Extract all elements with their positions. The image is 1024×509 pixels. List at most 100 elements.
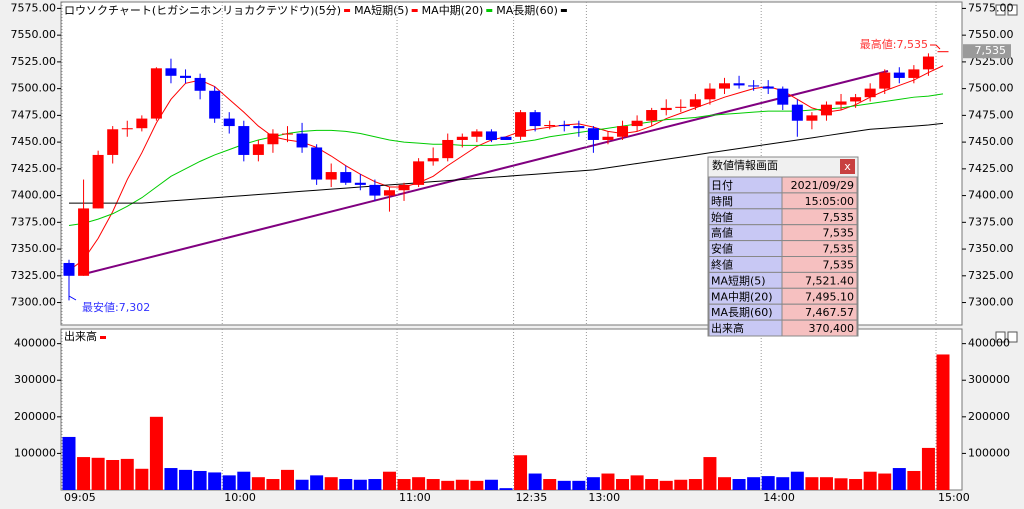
volume-bar xyxy=(426,479,440,490)
volume-bar xyxy=(193,470,207,490)
candle-body xyxy=(282,133,293,135)
volume-bar xyxy=(164,468,178,490)
y-tick-label: 7525.00 xyxy=(11,55,57,68)
x-tick-label: 10:00 xyxy=(224,491,256,504)
candle-body xyxy=(689,99,701,107)
volume-bar xyxy=(237,471,251,490)
candle-body xyxy=(311,147,323,180)
button[interactable] xyxy=(995,4,1006,16)
x-tick-label: 15:00 xyxy=(938,491,970,504)
volume-bar xyxy=(776,477,790,490)
candle-body xyxy=(296,133,308,148)
y-tick-label: 7475.00 xyxy=(11,108,57,121)
y-tick-label: 7500.00 xyxy=(11,82,57,95)
volume-bar xyxy=(659,480,673,490)
candle-body xyxy=(544,124,556,127)
info-label: 日付 xyxy=(711,179,733,192)
button[interactable] xyxy=(1007,331,1018,343)
candle-body xyxy=(864,88,876,98)
candle-body xyxy=(646,110,658,121)
volume-bar xyxy=(324,477,338,490)
candle-body xyxy=(631,120,643,127)
volume-bar xyxy=(368,479,382,490)
y2-tick-label: 7375.00 xyxy=(968,215,1014,228)
info-value: 370,400 xyxy=(809,322,855,335)
info-label: 時間 xyxy=(711,195,733,208)
volume-bar xyxy=(484,479,498,490)
button[interactable] xyxy=(995,331,1006,343)
candle-body xyxy=(515,112,527,137)
close-label[interactable]: x xyxy=(844,160,851,173)
y2-tick-label: 300000 xyxy=(968,373,1010,386)
volume-bar xyxy=(514,455,528,490)
y-tick-label: 200000 xyxy=(14,410,56,423)
candle-body xyxy=(777,88,789,105)
y2-tick-label: 7475.00 xyxy=(968,108,1014,121)
info-label: 高値 xyxy=(711,226,733,240)
y2-tick-label: 200000 xyxy=(968,410,1010,423)
legend-marker xyxy=(100,336,106,339)
volume-bar xyxy=(397,479,411,490)
candle-body xyxy=(383,190,395,196)
info-value-cell xyxy=(781,319,858,337)
volume-bar xyxy=(790,471,804,490)
candle-body xyxy=(442,139,454,159)
volume-bar xyxy=(455,479,469,490)
close-button[interactable] xyxy=(840,159,855,174)
volume-bar xyxy=(921,447,935,490)
candle-body xyxy=(850,97,862,102)
candle-body xyxy=(485,131,497,140)
candle-body xyxy=(806,115,818,121)
window-buttons[interactable] xyxy=(995,4,1018,343)
y-tick-label: 7350.00 xyxy=(11,242,57,255)
volume-bar xyxy=(586,477,600,490)
volume-bar xyxy=(819,477,833,490)
legend-label: MA中期(20) xyxy=(422,4,484,17)
volume-bar xyxy=(412,477,426,490)
candle-body xyxy=(354,182,366,185)
candle-body xyxy=(136,118,148,129)
candle-body xyxy=(558,124,570,127)
low-label: 最安値:7,302 xyxy=(82,300,150,314)
volume-bar xyxy=(470,480,484,490)
candle-body xyxy=(675,106,687,108)
volume-bar xyxy=(630,475,644,490)
volume-bar xyxy=(805,477,819,490)
candle-body xyxy=(252,144,264,155)
y-tick-label: 7550.00 xyxy=(11,28,57,41)
candle-body xyxy=(660,107,672,111)
info-value: 7,535 xyxy=(823,211,855,224)
candle-body xyxy=(325,172,337,180)
volume-bar xyxy=(91,457,105,490)
volume-bar xyxy=(907,470,921,490)
volume-bar xyxy=(892,468,906,490)
info-label: MA中期(20) xyxy=(711,290,773,303)
info-label: MA短期(5) xyxy=(711,273,766,287)
info-label: 終値 xyxy=(711,257,733,271)
candle-body xyxy=(748,85,760,87)
candle-body xyxy=(879,72,891,89)
button[interactable] xyxy=(1007,4,1018,16)
y2-tick-label: 7500.00 xyxy=(968,82,1014,95)
legend-marker xyxy=(411,9,418,12)
volume-bar xyxy=(718,477,731,490)
info-value: 2021/09/29 xyxy=(791,179,854,192)
y2-tick-label: 400000 xyxy=(968,337,1010,350)
info-value: 15:05:00 xyxy=(805,195,854,208)
volume-bar xyxy=(688,479,702,490)
volume-bar xyxy=(936,354,950,490)
candle-body xyxy=(180,75,192,78)
info-panel[interactable]: 数値情報画面 x 日付 2021/09/29 時間 15:05:00 始値 7,535 高値… xyxy=(707,156,859,337)
candle-body xyxy=(791,104,803,121)
candle-body xyxy=(733,83,745,86)
candle-body xyxy=(267,133,279,145)
y2-tick-label: 7325.00 xyxy=(968,269,1014,282)
info-label: 始値 xyxy=(711,210,733,224)
candle-body xyxy=(908,69,920,78)
y-tick-label: 7575.00 xyxy=(11,1,57,14)
volume-bar xyxy=(135,468,149,490)
y-tick-label: 300000 xyxy=(14,373,56,386)
volume-bar xyxy=(747,477,761,490)
legend-title: 出来高 xyxy=(64,329,97,343)
candle-body xyxy=(369,184,381,196)
